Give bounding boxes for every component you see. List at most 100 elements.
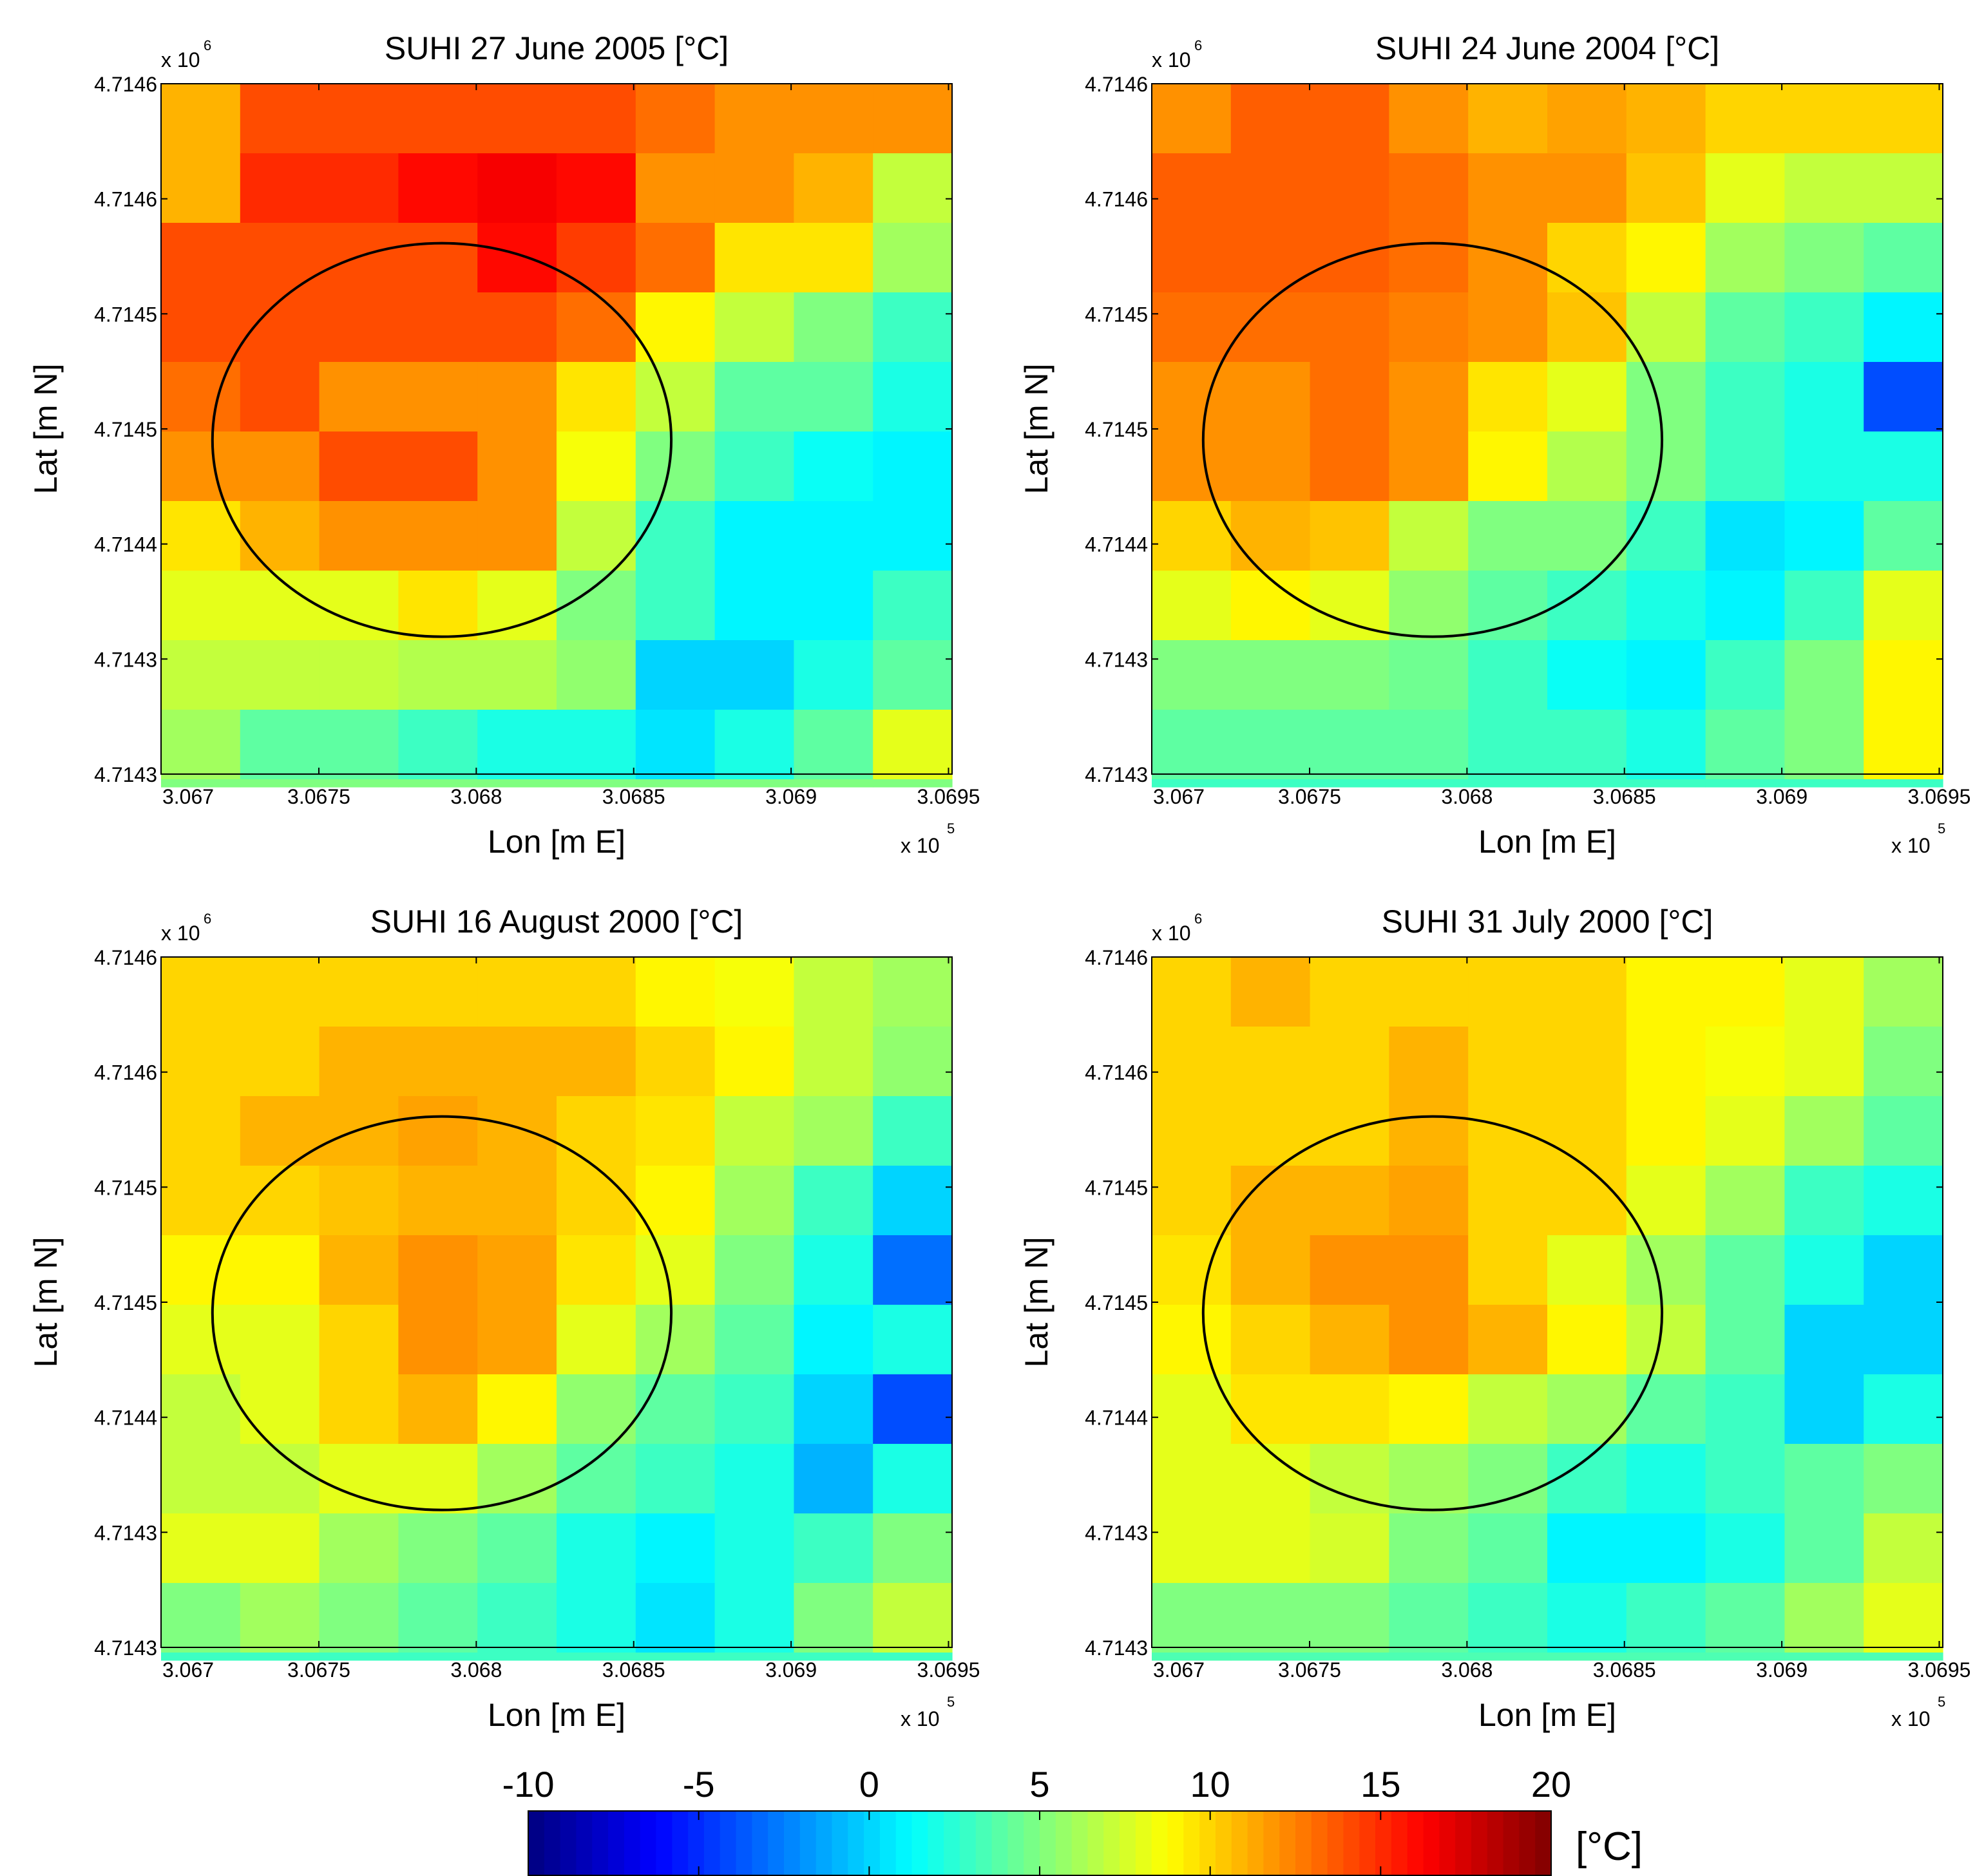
colorbar-swatch: [959, 1811, 977, 1875]
y-tick-label: 4.7144: [1085, 533, 1148, 556]
heatmap-cell: [319, 362, 399, 432]
heatmap-cell: [794, 1305, 873, 1375]
x-tick-label: 3.0695: [917, 1658, 980, 1682]
heatmap-cell: [1389, 84, 1469, 154]
heatmap-cell: [1784, 1235, 1864, 1305]
heatmap-cell: [557, 779, 636, 788]
heatmap-cell: [1705, 1513, 1785, 1584]
heatmap-cell: [161, 1653, 241, 1661]
heatmap-cell: [1152, 1374, 1232, 1445]
heatmap-cell: [1310, 1583, 1389, 1653]
heatmap-cell: [240, 1235, 320, 1305]
heatmap-cell: [714, 957, 794, 1027]
y-tick-label: 4.7143: [94, 1636, 157, 1660]
heatmap-cell: [1230, 710, 1311, 780]
colorbar-swatch: [1231, 1811, 1248, 1875]
heatmap-cell: [477, 710, 557, 780]
heatmap-cell: [1784, 1305, 1864, 1375]
colorbar-swatch: [1247, 1811, 1264, 1875]
colorbar-swatch: [1327, 1811, 1344, 1875]
heatmap-cell: [477, 1305, 557, 1375]
colorbar-swatch: [1103, 1811, 1120, 1875]
colorbar-tick-label: 0: [859, 1764, 879, 1805]
heatmap-cell: [1864, 1513, 1943, 1584]
heatmap-cell: [477, 292, 557, 363]
heatmap-cell: [1547, 1096, 1627, 1166]
urban-area-ellipse: [1201, 242, 1664, 638]
heatmap-cell: [319, 1374, 399, 1445]
heatmap-cell: [1784, 501, 1864, 571]
heatmap-cell: [1152, 957, 1232, 1027]
heatmap-cell: [1864, 292, 1943, 363]
y-tick-label: 4.7145: [94, 1291, 157, 1314]
heatmap-cell: [635, 1374, 716, 1445]
heatmap-cell: [1152, 501, 1232, 571]
heatmap-cell: [1310, 571, 1389, 641]
heatmap-cell: [873, 1096, 953, 1166]
heatmap-cell: [1310, 1027, 1389, 1097]
heatmap-cell: [1784, 640, 1864, 710]
heatmap-cell: [240, 1305, 320, 1375]
heatmap-cell: [319, 1166, 399, 1236]
heatmap-cell: [1152, 779, 1232, 788]
heatmap-cell: [319, 1305, 399, 1375]
colorbar-swatch: [1135, 1811, 1152, 1875]
heatmap-cell: [1547, 1444, 1627, 1514]
heatmap-cell: [714, 1305, 794, 1375]
x-tick-label: 3.0685: [1593, 1658, 1656, 1682]
heatmap-cell: [873, 153, 953, 223]
colorbar-swatch: [1071, 1811, 1089, 1875]
heatmap-cell: [1864, 84, 1943, 154]
heatmap-cell: [161, 1235, 241, 1305]
colorbar-swatch: [1391, 1811, 1408, 1875]
heatmap-cell: [635, 431, 716, 502]
heatmap-cell: [1547, 1027, 1627, 1097]
heatmap-cell: [398, 1027, 478, 1097]
heatmap-cell: [557, 153, 636, 223]
heatmap-cell: [1468, 710, 1548, 780]
heatmap-cell: [398, 431, 478, 502]
heatmap-cell: [1310, 1513, 1389, 1584]
heatmap-cell: [319, 571, 399, 641]
colorbar-swatch: [768, 1811, 785, 1875]
y-tick-label: 4.7143: [94, 1521, 157, 1544]
panel-27-june-2005: SUHI 27 June 2005 [°C] 3.067 3.0675 3.068 3.…: [28, 30, 980, 860]
heatmap-cell: [1389, 710, 1469, 780]
colorbar-swatch: [1120, 1811, 1136, 1875]
heatmap-cell: [635, 1027, 716, 1097]
heatmap-cell: [1705, 1444, 1785, 1514]
heatmap-cell: [1547, 292, 1627, 363]
heatmap-cell: [1310, 362, 1389, 432]
heatmap-cell: [1864, 1653, 1943, 1661]
heatmap-cell: [1389, 223, 1469, 293]
heatmap-cell: [873, 1027, 953, 1097]
heatmap-cell: [1864, 640, 1943, 710]
colorbar: -10 -5 0 5 10 15 20[°C]: [502, 1764, 1643, 1876]
colorbar-swatch: [799, 1811, 817, 1875]
heatmap-cell: [1230, 431, 1311, 502]
heatmap-cell: [240, 1653, 320, 1661]
heatmap-cell: [1547, 710, 1627, 780]
colorbar-swatch: [624, 1811, 641, 1875]
heatmap-cell: [319, 1653, 399, 1661]
heatmap-cell: [1626, 501, 1706, 571]
heatmap-cell: [1230, 223, 1311, 293]
heatmap-cell: [1705, 501, 1785, 571]
heatmap-cell: [794, 1374, 873, 1445]
x-axis-multiplier-exponent: 5: [1938, 1694, 1945, 1710]
chart-title: SUHI 31 July 2000 [°C]: [1382, 904, 1713, 940]
colorbar-swatch: [1311, 1811, 1328, 1875]
heatmap-cell: [1547, 1305, 1627, 1375]
heatmap-cell: [1547, 223, 1627, 293]
heatmap-cell: [319, 84, 399, 154]
heatmap-cell: [635, 223, 716, 293]
heatmap-cell: [240, 1374, 320, 1445]
heatmap-cell: [635, 1653, 716, 1661]
heatmap-cell: [1705, 1027, 1785, 1097]
colorbar-swatch: [1167, 1811, 1184, 1875]
y-tick-label: 4.7146: [94, 946, 157, 969]
heatmap-cell: [240, 1583, 320, 1653]
heatmap-cell: [161, 1374, 241, 1445]
colorbar-swatch: [608, 1811, 625, 1875]
